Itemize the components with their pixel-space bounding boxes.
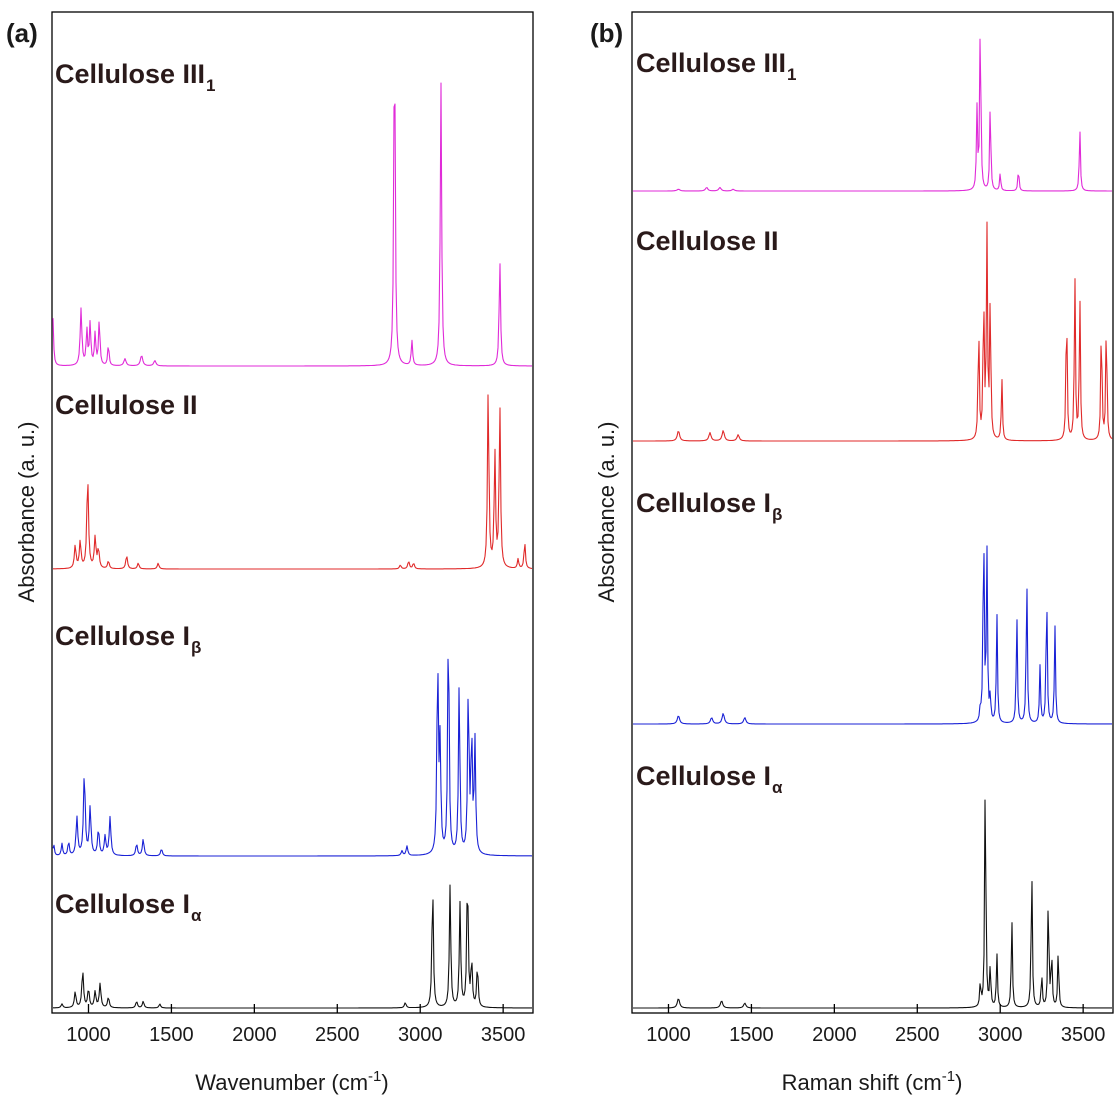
series-label: Cellulose II [55, 390, 198, 420]
panel-b: (b) 1000 1500 2000 2500 3000 3500 Cellulose I… [590, 11, 1114, 1095]
x-tick-label: 3500 [1061, 1024, 1106, 1046]
panel-a-x-axis-title: Wavenumber (cm-1) [195, 1068, 388, 1095]
series-line-cellulose-iii1 [52, 82, 532, 367]
series-line-cellulose-i- [633, 799, 1112, 1009]
panel-a: (a) 1000 1500 2000 2500 3000 3500 Cellulose I… [6, 11, 534, 1095]
panel-a-frame [51, 11, 534, 1014]
panel-a-traces [52, 82, 533, 1009]
panel-a-y-axis-title: Absorbance (a. u.) [14, 422, 39, 603]
series-label: Cellulose Iβ [55, 621, 201, 657]
series-line-cellulose-iii1 [633, 38, 1112, 192]
x-tick-label: 2000 [232, 1024, 277, 1046]
series-label: Cellulose III1 [55, 59, 216, 95]
panel-a-label: (a) [6, 18, 38, 48]
series-label: Cellulose Iα [636, 761, 783, 797]
series-line-cellulose-i- [52, 658, 533, 857]
panel-a-series-labels: Cellulose III1 Cellulose II Cellulose Iβ Ce… [55, 59, 216, 925]
x-tick-label: 2000 [812, 1024, 857, 1046]
panel-b-frame [631, 11, 1114, 1014]
series-line-cellulose-ii [53, 394, 533, 570]
panel-b-traces [633, 38, 1113, 1009]
x-tick-label: 2500 [895, 1024, 940, 1046]
x-tick-label: 1000 [66, 1024, 111, 1046]
series-label: Cellulose Iα [55, 889, 202, 925]
series-line-cellulose-ii [633, 221, 1113, 442]
x-tick-label: 1500 [729, 1024, 774, 1046]
x-tick-label: 3000 [398, 1024, 443, 1046]
panel-b-x-ticks: 1000 1500 2000 2500 3000 3500 [646, 1004, 1105, 1046]
x-tick-label: 1000 [646, 1024, 691, 1046]
series-line-cellulose-i- [633, 545, 1112, 725]
series-label: Cellulose III1 [636, 48, 797, 84]
panel-b-series-labels: Cellulose III1 Cellulose II Cellulose Iβ Ce… [636, 48, 797, 797]
x-tick-label: 2500 [315, 1024, 360, 1046]
x-tick-label: 3500 [481, 1024, 526, 1046]
series-line-cellulose-i- [53, 884, 532, 1009]
panel-b-y-axis-title: Absorbance (a. u.) [594, 422, 619, 603]
panel-b-x-axis-title: Raman shift (cm-1) [782, 1068, 963, 1095]
panel-b-label: (b) [590, 18, 623, 48]
series-label: Cellulose II [636, 226, 779, 256]
series-label: Cellulose Iβ [636, 488, 782, 524]
x-tick-label: 1500 [149, 1024, 194, 1046]
panel-a-x-ticks: 1000 1500 2000 2500 3000 3500 [66, 1004, 525, 1046]
x-tick-label: 3000 [978, 1024, 1023, 1046]
